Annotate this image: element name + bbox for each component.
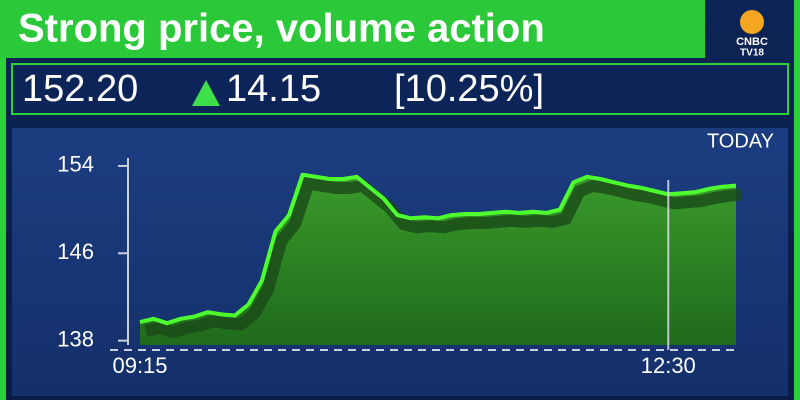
period-label: TODAY [707, 130, 774, 152]
x-tick-label: 12:30 [641, 353, 696, 378]
logo: CNBC TV18 [736, 10, 768, 59]
price: 152.20 [22, 68, 138, 110]
logo-peacock [740, 10, 764, 34]
title: Strong price, volume action [18, 7, 545, 51]
line-shadow [144, 176, 743, 339]
percent: [10.25%] [394, 68, 544, 110]
up-arrow [192, 80, 220, 106]
edge [794, 0, 800, 400]
edge [0, 0, 6, 400]
change: 14.15 [226, 68, 321, 110]
y-tick-label: 146 [57, 239, 94, 264]
y-tick-label: 154 [57, 152, 94, 177]
y-tick-label: 138 [57, 326, 94, 351]
title-bar [0, 0, 705, 58]
logo-text: CNBC [736, 36, 768, 48]
x-tick-label: 09:15 [112, 353, 167, 378]
line [139, 172, 737, 326]
logo-text: TV18 [740, 48, 764, 59]
quote-bar [11, 63, 789, 115]
